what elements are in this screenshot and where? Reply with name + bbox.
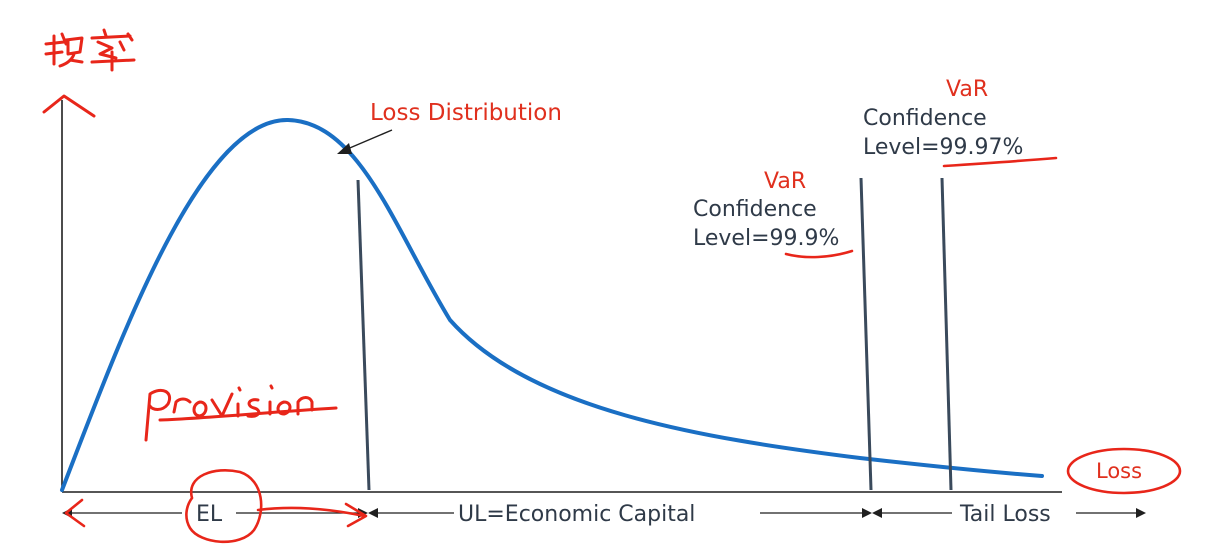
- var-999-title: VaR: [764, 169, 806, 194]
- curve-label-arrow: [344, 129, 393, 151]
- var-999-line: [859, 177, 873, 491]
- var-999-value: 99.9%: [770, 226, 840, 251]
- var-9997-line1: Confidence: [863, 106, 987, 131]
- var-9997-line2: Level=99.97%: [863, 135, 1023, 160]
- curve-label: Loss Distribution: [370, 100, 562, 126]
- loss-distribution-curve: [60, 117, 1044, 492]
- var-9997-line: [940, 177, 953, 491]
- ul-label: UL=Economic Capital: [458, 502, 695, 527]
- var-9997-underline: [942, 156, 1058, 168]
- tail-label: Tail Loss: [959, 502, 1051, 527]
- y-axis-handmark: [42, 94, 96, 118]
- ul-arrow: [368, 508, 872, 518]
- loss-axis-circle: [1066, 447, 1182, 495]
- handwritten-provision: [144, 384, 338, 442]
- var-999-line2: Level=99.9%: [693, 226, 839, 251]
- loss-axis-label: Loss: [1096, 459, 1142, 483]
- var-999-line1: Confidence: [693, 197, 817, 222]
- var-9997-value: 99.97%: [940, 135, 1024, 160]
- el-boundary-line: [356, 179, 371, 491]
- tail-arrow: [872, 508, 1146, 518]
- curve-label-arrow-head: [337, 143, 352, 154]
- handwritten-chinese-note: [44, 28, 136, 72]
- var-999-underline: [784, 249, 854, 259]
- var-9997-title: VaR: [946, 77, 988, 102]
- el-label: EL: [196, 502, 223, 527]
- el-circle-annotation: [64, 469, 368, 544]
